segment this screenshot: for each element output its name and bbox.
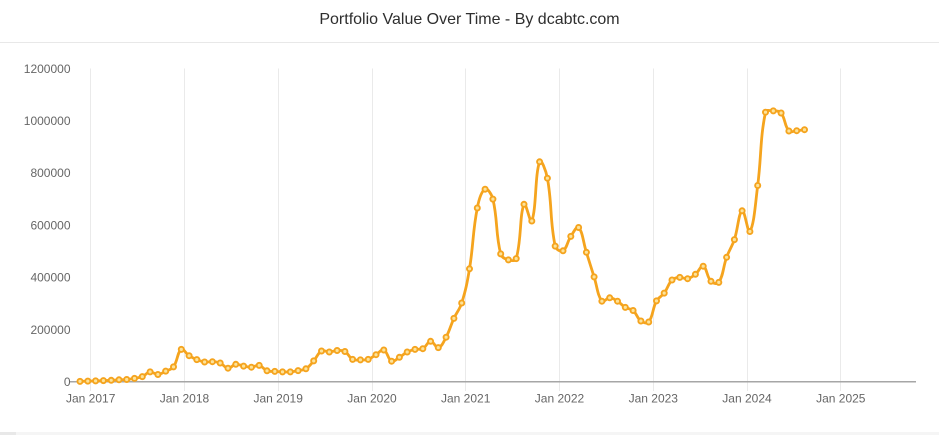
svg-text:1000000: 1000000 [24,114,71,128]
svg-text:Jan 2025: Jan 2025 [816,392,866,406]
svg-text:Jan 2022: Jan 2022 [535,392,585,406]
svg-text:600000: 600000 [30,218,70,232]
svg-text:1200000: 1200000 [24,62,71,76]
svg-text:Jan 2023: Jan 2023 [629,392,679,406]
svg-text:Jan 2018: Jan 2018 [160,392,210,406]
svg-text:0: 0 [64,375,71,389]
svg-text:Jan 2019: Jan 2019 [254,392,304,406]
svg-text:Jan 2021: Jan 2021 [441,392,491,406]
svg-text:Jan 2020: Jan 2020 [347,392,397,406]
svg-text:200000: 200000 [30,323,70,337]
svg-text:400000: 400000 [30,271,70,285]
svg-text:800000: 800000 [30,166,70,180]
svg-text:Jan 2017: Jan 2017 [66,392,116,406]
svg-text:Jan 2024: Jan 2024 [722,392,772,406]
